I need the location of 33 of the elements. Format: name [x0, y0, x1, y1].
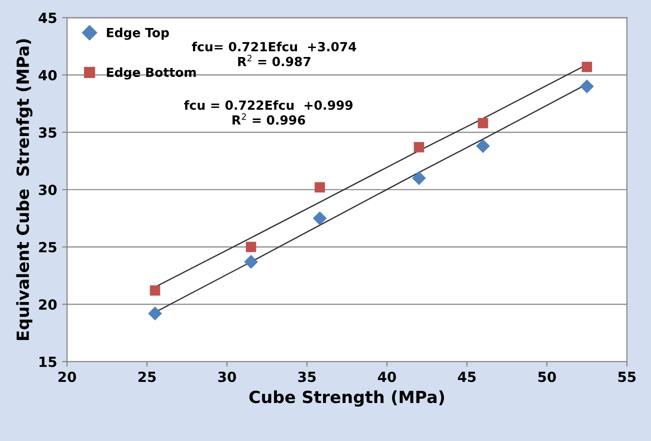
x-tick-label: 20	[58, 372, 76, 382]
x-tick-label: 55	[618, 372, 636, 382]
y-tick-label: 45	[38, 12, 56, 24]
y-tick-label: 30	[38, 184, 57, 196]
annotation: fcu = 0.722Efcu +0.999 R$^{2}$ = 0.996	[184, 100, 353, 125]
point	[314, 182, 325, 192]
y-tick-label: 40	[38, 70, 57, 80]
point	[150, 285, 160, 296]
point	[580, 79, 594, 94]
x-axis-title: Cube Strength (MPa)	[249, 390, 444, 407]
point	[478, 118, 488, 128]
point	[582, 62, 592, 72]
point	[414, 142, 424, 152]
y-axis-title: Equivalent Cube Strenfgt (MPa)	[16, 39, 32, 340]
y-tick-label: 20	[39, 299, 57, 310]
point	[148, 306, 162, 320]
point	[412, 171, 426, 186]
x-tick-label: 45	[458, 372, 476, 382]
legend-label: Edge Top	[106, 28, 169, 40]
y-tick-label: 15	[40, 356, 56, 368]
point	[244, 254, 258, 269]
annotation: fcu= 0.721Efcu +3.074 R$^{2}$ = 0.987	[192, 42, 356, 66]
point	[476, 139, 490, 154]
point	[312, 211, 327, 226]
y-tick-label: 25	[39, 242, 56, 252]
x-tick-label: 30	[218, 372, 236, 382]
point	[246, 242, 256, 252]
x-tick-label: 35	[298, 372, 316, 382]
x-tick-label: 50	[538, 372, 556, 382]
x-tick-label: 40	[378, 372, 396, 382]
x-tick-label: 25	[138, 372, 156, 382]
legend-label: Edge Bottom	[106, 67, 196, 80]
y-tick-label: 35	[38, 127, 56, 138]
